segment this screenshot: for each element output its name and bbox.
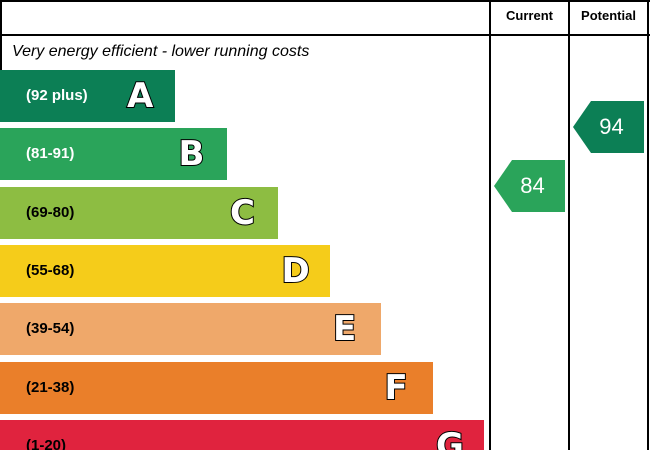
current-rating-arrow-shape [494,159,565,212]
current-column-header: Current [506,8,553,23]
band-b-letter: B [178,133,206,175]
band-b: (81-91) B [0,128,227,181]
potential-rating-arrow-shape [573,101,644,154]
band-a-range: (92 plus) [26,87,88,104]
band-g: (1-20) G [0,419,484,450]
header-divider [0,34,650,36]
band-c: (69-80) C [0,186,278,239]
band-g-letter: G [435,425,465,450]
current-rating-arrow-polygon [494,159,565,212]
current-rating-arrow: 84 [494,159,565,212]
potential-rating-arrow-polygon [573,101,644,154]
band-b-range: (81-91) [26,145,75,163]
band-f-letter: F [383,367,408,409]
band-c-letter: C [229,192,256,234]
band-f: (21-38) F [0,361,433,414]
right-border [647,0,649,450]
band-g-range: (1-20) [26,436,67,450]
band-a: (92 plus) A [0,70,175,122]
potential-column-header: Potential [581,8,636,23]
band-d-range: (55-68) [26,261,75,279]
left-border [0,0,2,70]
potential-rating-arrow: 94 [573,101,644,154]
current-rating-value: 84 [520,172,545,198]
efficiency-top-label: Very energy efficient - lower running co… [12,43,310,60]
band-e: (39-54) E [0,303,381,356]
band-c-range: (69-80) [26,203,75,221]
potential-column-divider [568,0,570,450]
top-border [0,0,650,2]
band-a-letter: A [126,75,154,117]
band-e-letter: E [332,308,357,350]
band-f-range: (21-38) [26,378,75,396]
current-column-divider [489,0,491,450]
band-e-range: (39-54) [26,320,75,338]
band-d-letter: D [280,250,310,292]
band-d: (55-68) D [0,244,330,297]
potential-rating-value: 94 [599,114,624,140]
